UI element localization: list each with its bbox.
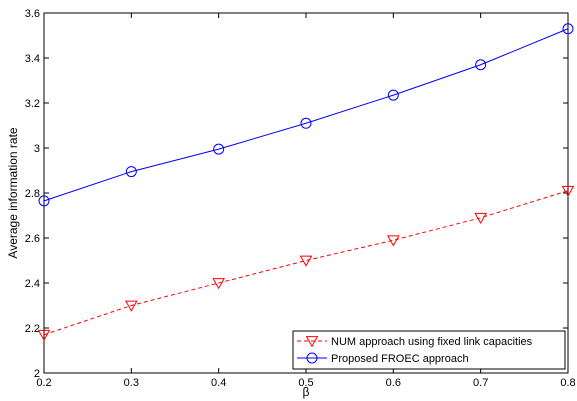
x-axis-label: β bbox=[303, 385, 310, 399]
x-axis: 0.2 0.3 0.4 0.5 0.6 0.7 0.8 bbox=[36, 13, 576, 389]
data-point bbox=[300, 117, 312, 129]
x-tick-label: 0.5 bbox=[298, 377, 313, 389]
plot-area bbox=[43, 12, 569, 374]
x-tick-label: 0.7 bbox=[473, 377, 488, 389]
legend: NUM approach using fixed link capacities… bbox=[292, 330, 566, 370]
plot-border bbox=[43, 12, 569, 374]
data-point bbox=[38, 195, 50, 207]
data-point bbox=[124, 300, 138, 312]
x-tick-label: 0.6 bbox=[386, 377, 401, 389]
y-tick-label: 2.6 bbox=[25, 233, 40, 245]
legend-box bbox=[292, 330, 566, 370]
x-tick-label: 0.3 bbox=[124, 377, 139, 389]
data-point bbox=[125, 166, 137, 178]
y-tick-label: 2.4 bbox=[25, 278, 40, 290]
y-tick-label: 3 bbox=[34, 143, 40, 155]
legend-marker bbox=[306, 352, 318, 364]
data-point bbox=[386, 235, 400, 247]
data-point bbox=[387, 89, 399, 101]
data-point bbox=[212, 278, 226, 290]
y-tick-label: 3.6 bbox=[25, 8, 40, 20]
y-tick-label: 3.2 bbox=[25, 98, 40, 110]
data-point bbox=[474, 212, 488, 224]
y-tick-label: 3.4 bbox=[25, 53, 40, 65]
legend-label: NUM approach using fixed link capacities bbox=[331, 336, 533, 348]
y-tick-label: 2.8 bbox=[25, 188, 40, 200]
x-tick-label: 0.8 bbox=[560, 377, 575, 389]
data-point bbox=[562, 23, 574, 35]
series-line bbox=[43, 28, 569, 202]
series-layer bbox=[37, 23, 575, 341]
data-point bbox=[475, 59, 487, 71]
y-axis: 2 2.2 2.4 2.6 2.8 3 3.2 3.4 3.6 bbox=[25, 8, 568, 380]
series-1 bbox=[38, 23, 574, 207]
series-line bbox=[43, 190, 569, 336]
x-tick-label: 0.4 bbox=[211, 377, 226, 389]
y-tick-label: 2 bbox=[34, 368, 40, 380]
y-tick-label: 2.2 bbox=[25, 323, 40, 335]
legend-entry: Proposed FROEC approach bbox=[297, 352, 469, 365]
data-point bbox=[213, 143, 225, 155]
legend-marker bbox=[305, 336, 319, 348]
data-point bbox=[37, 329, 51, 341]
data-point bbox=[561, 185, 575, 197]
series-0 bbox=[37, 185, 575, 341]
x-tick-label: 0.2 bbox=[36, 377, 51, 389]
legend-entry: NUM approach using fixed link capacities bbox=[297, 336, 533, 348]
y-axis-label: Average information rate bbox=[6, 127, 20, 259]
legend-label: Proposed FROEC approach bbox=[331, 353, 469, 365]
data-point bbox=[299, 255, 313, 267]
